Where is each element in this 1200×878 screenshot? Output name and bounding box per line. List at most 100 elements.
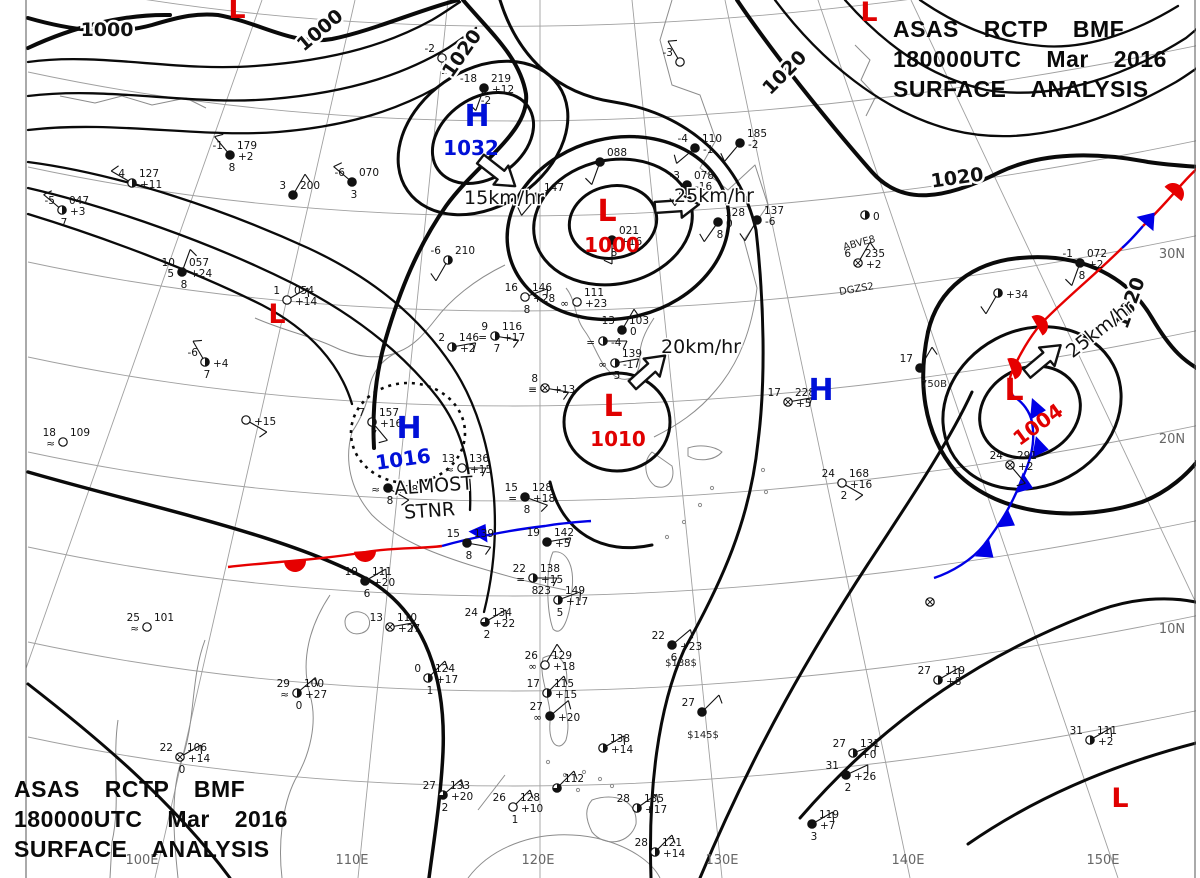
station-value: = [586, 337, 595, 349]
station-value: +22 [493, 618, 515, 630]
station-value: +3 [70, 206, 85, 218]
chart-title-bottom-left: ASAS RCTP BMF 180000UTC Mar 2016 SURFACE… [14, 774, 288, 864]
station-value: 072 [1087, 248, 1107, 260]
station-value: 8 [532, 585, 539, 597]
station-plot: 24 134+222 [465, 607, 516, 641]
station-circle [347, 177, 357, 187]
station-value: -4 [611, 337, 622, 349]
station-value: -1 [623, 359, 633, 371]
wind-barb-tick [385, 568, 388, 579]
wind-barb-tick [563, 675, 568, 685]
warm-front-symbol [1031, 315, 1048, 336]
station-value: 15 [447, 528, 460, 540]
station-circle [532, 192, 542, 202]
island-dot [562, 772, 568, 778]
station-value: 8 [387, 495, 394, 507]
pressure-letter: L [597, 194, 616, 229]
station-half-fill [603, 336, 608, 346]
cold-front-line [1121, 225, 1144, 249]
station-plot: 28 135+17 [617, 793, 668, 816]
station-value: +8 [946, 676, 961, 688]
island-dot [681, 519, 687, 525]
station-plot [925, 597, 935, 607]
station-plot: 2 146+2 [438, 332, 479, 355]
wind-barb-tick [689, 629, 694, 639]
station-plot: 3 200 [279, 173, 320, 200]
station-plot: -6 210 [430, 245, 475, 282]
station-value: ∞ [528, 661, 537, 673]
coastline [348, 264, 567, 591]
ship-callsign-label: DGZS2 [838, 281, 874, 298]
station-value: +16 [850, 479, 872, 491]
station-value: 128 [532, 482, 552, 494]
station-value: 0 [414, 663, 421, 675]
station-plot: 24 291+2 [990, 450, 1037, 487]
pressure-value: 1032 [443, 136, 499, 160]
low-marker: L [228, 0, 245, 25]
station-plot: 13 110+27 [370, 612, 421, 635]
meridian-line [910, 0, 1196, 605]
station-circle [595, 157, 605, 167]
station-plot: 17 [900, 346, 938, 373]
station-value: +15 [470, 464, 492, 476]
isobar [371, 0, 529, 450]
station-value: 1 [441, 65, 448, 77]
station-value: 106 [187, 742, 207, 754]
station-value: -1 [703, 144, 713, 156]
station-value: 1 [427, 685, 434, 697]
island-dot [545, 759, 551, 765]
station-value: 17 [900, 353, 913, 365]
closed-isobar [505, 134, 731, 322]
wind-barb-tick [673, 154, 678, 164]
wind-barb-tick [635, 358, 640, 368]
station-value: -6 [188, 347, 199, 359]
station-half-fill [938, 675, 943, 685]
isobar [26, 0, 460, 43]
station-value: +12 [492, 84, 514, 96]
station-x-mark [176, 753, 184, 761]
cold-front-symbol [1015, 472, 1034, 494]
wind-barb-tick [401, 499, 410, 506]
warm-front-symbol [284, 559, 306, 572]
parallel-line [27, 615, 1196, 692]
station-value: +14 [663, 848, 685, 860]
station-circle [545, 711, 555, 721]
chart-title-top-right: ASAS RCTP BMF 180000UTC Mar 2016 SURFACE… [893, 14, 1167, 104]
station-plot: 139-15 ∞ [598, 348, 642, 382]
station-circle [915, 363, 925, 373]
station-circle [690, 143, 700, 153]
station-value: +2 [460, 343, 475, 355]
station-value: 115 [554, 678, 574, 690]
station-value: +13 [553, 384, 575, 396]
station-value: 7 [494, 343, 501, 355]
station-circle [841, 770, 851, 780]
station-value: 8 [1079, 270, 1086, 282]
isobar [926, 255, 1196, 370]
station-value: 070 [359, 167, 379, 179]
station-value: 3 [811, 831, 818, 843]
station-value: 157 [379, 407, 399, 419]
station-x-mark [784, 398, 792, 406]
station-circle [572, 297, 582, 307]
station-value: +17 [436, 674, 458, 686]
station-plot: -6 +47 [188, 339, 229, 381]
station-value: = [478, 332, 487, 344]
island-dot [760, 467, 766, 473]
station-plot: -18 219+12-2 [460, 73, 514, 111]
wind-barb-tick [481, 467, 487, 477]
station-plot: 27 [682, 694, 723, 717]
station-plot: 16 146+288 [505, 282, 556, 316]
station-value: +2 [1088, 259, 1103, 271]
low-marker: L [268, 299, 285, 330]
station-plot: 0 [860, 210, 880, 223]
station-plot: 112 [552, 770, 584, 793]
wind-barb-tick [874, 744, 877, 754]
station-value: 133 [450, 780, 470, 792]
station-value: +2 [1098, 736, 1113, 748]
station-value: 8 [181, 279, 188, 291]
wind-barb-tick [603, 259, 613, 265]
coastline [344, 611, 370, 635]
station-value: 27 [833, 738, 846, 750]
